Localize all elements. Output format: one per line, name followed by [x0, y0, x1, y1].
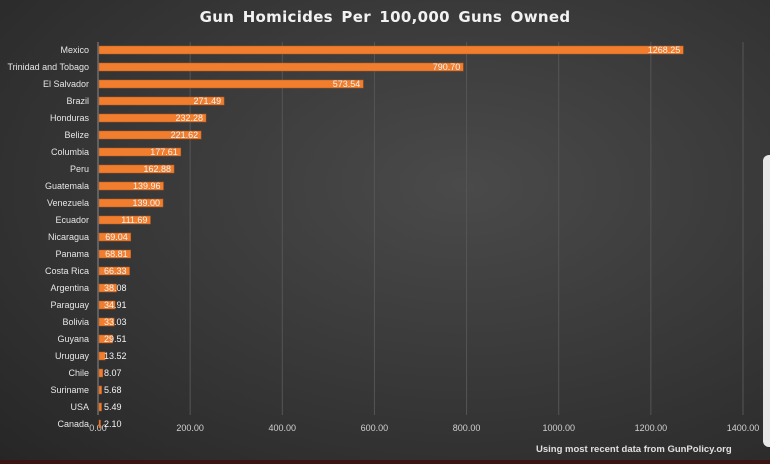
- bar: [98, 266, 130, 276]
- category-label: Nicaragua: [48, 232, 89, 242]
- category-label: Canada: [57, 419, 89, 429]
- category-label: Ecuador: [55, 215, 89, 225]
- bar: [98, 113, 207, 123]
- data-label: 2.10: [104, 419, 122, 429]
- bar: [98, 419, 101, 429]
- bar: [98, 385, 102, 395]
- category-label: Guatemala: [45, 181, 89, 191]
- data-label: 221.62: [171, 130, 199, 140]
- bar: [98, 402, 102, 412]
- bottom-strip: [0, 460, 770, 464]
- category-label: Guyana: [57, 334, 89, 344]
- category-label: Uruguay: [55, 351, 90, 361]
- data-label: 177.61: [150, 147, 178, 157]
- data-label: 232.28: [175, 113, 203, 123]
- category-label: Columbia: [51, 147, 89, 157]
- category-label: Chile: [68, 368, 89, 378]
- category-label: Argentina: [50, 283, 89, 293]
- bar: [98, 147, 182, 157]
- category-label: Belize: [64, 130, 89, 140]
- category-label: Costa Rica: [45, 266, 89, 276]
- x-tick-label: 400.00: [269, 423, 297, 433]
- data-label: 790.70: [433, 62, 461, 72]
- x-tick-label: 1200.00: [635, 423, 668, 433]
- data-label: 271.49: [194, 96, 222, 106]
- side-panel: [763, 155, 770, 447]
- data-label: 5.68: [104, 385, 122, 395]
- bar: [98, 181, 164, 191]
- category-label: Trinidad and Tobago: [7, 62, 89, 72]
- data-label: 69.04: [105, 232, 128, 242]
- bar: [98, 317, 115, 327]
- data-label: 5.49: [104, 402, 122, 412]
- x-tick-label: 1400.00: [727, 423, 760, 433]
- bar: [98, 215, 151, 225]
- category-label: Panama: [55, 249, 89, 259]
- category-label: Peru: [70, 164, 89, 174]
- data-label: 139.00: [133, 198, 161, 208]
- x-tick-label: 600.00: [361, 423, 389, 433]
- data-label: 573.54: [333, 79, 361, 89]
- bar: [98, 249, 131, 259]
- bar: [98, 283, 117, 293]
- category-label: El Salvador: [43, 79, 89, 89]
- data-label: 66.33: [104, 266, 127, 276]
- bar: [98, 130, 202, 140]
- x-tick-label: 1000.00: [542, 423, 575, 433]
- bar: [98, 300, 116, 310]
- bar: [98, 96, 225, 106]
- data-label: 33.03: [104, 317, 127, 327]
- bar: [98, 368, 103, 378]
- category-label: Brazil: [66, 96, 89, 106]
- category-label: Bolivia: [62, 317, 89, 327]
- category-label: Venezuela: [47, 198, 89, 208]
- x-tick-label: 0.00: [89, 423, 107, 433]
- data-label: 162.88: [144, 164, 172, 174]
- data-label: 8.07: [104, 368, 122, 378]
- x-tick-label: 200.00: [176, 423, 204, 433]
- data-label: 111.69: [121, 215, 147, 225]
- category-label: Mexico: [60, 45, 89, 55]
- chart-title: Gun Homicides Per 100,000 Guns Owned: [199, 8, 571, 26]
- data-label: 13.52: [104, 351, 127, 361]
- data-label: 34.91: [104, 300, 127, 310]
- category-label: Honduras: [50, 113, 90, 123]
- data-label: 38.08: [104, 283, 127, 293]
- data-label: 68.81: [105, 249, 128, 259]
- data-label: 139.96: [133, 181, 161, 191]
- bar: [98, 334, 113, 344]
- bar: [98, 79, 364, 89]
- bar: [98, 45, 684, 55]
- category-label: USA: [70, 402, 89, 412]
- data-label: 1268.25: [648, 45, 681, 55]
- data-label: 29.51: [104, 334, 127, 344]
- bar: [98, 198, 164, 208]
- x-tick-label: 800.00: [453, 423, 481, 433]
- bar: [98, 62, 464, 72]
- bar: [98, 164, 175, 174]
- source-note: Using most recent data from GunPolicy.or…: [536, 444, 732, 455]
- bar: [98, 351, 106, 361]
- category-label: Suriname: [50, 385, 89, 395]
- category-label: Paraguay: [50, 300, 89, 310]
- bar: [98, 232, 132, 242]
